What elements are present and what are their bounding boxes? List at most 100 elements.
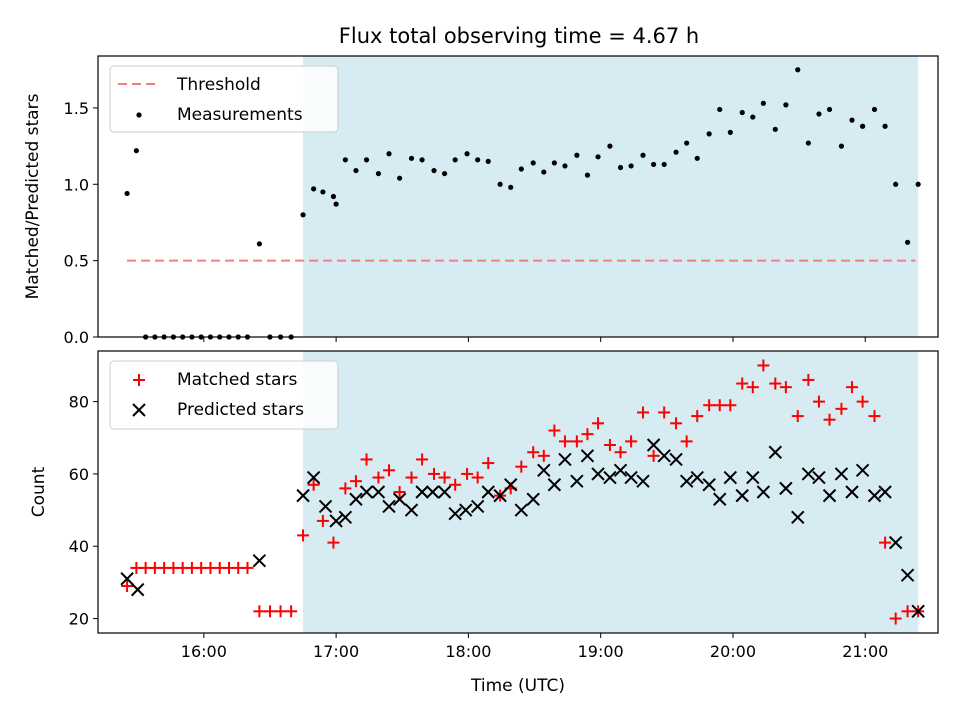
matched-point bbox=[856, 395, 869, 408]
predicted-point bbox=[130, 582, 145, 597]
predicted-point bbox=[679, 474, 694, 488]
predicted-point bbox=[746, 470, 760, 485]
matched-point bbox=[327, 536, 340, 549]
matched-point bbox=[581, 428, 594, 441]
measurement-point bbox=[760, 100, 766, 106]
ratio-y-axis-label: Matched/Predicted stars bbox=[23, 93, 43, 299]
measurement-point bbox=[772, 126, 778, 132]
predicted-point bbox=[306, 470, 321, 485]
matched-point bbox=[779, 381, 792, 394]
predicted-point bbox=[580, 449, 595, 463]
matched-point bbox=[901, 605, 914, 618]
matched-point bbox=[471, 471, 484, 484]
measurement-point bbox=[541, 169, 547, 175]
matched-point bbox=[670, 417, 683, 430]
matched-point bbox=[691, 410, 704, 423]
measurement-point bbox=[363, 157, 370, 163]
measurement-point bbox=[595, 154, 601, 160]
measurement-point bbox=[508, 184, 514, 190]
predicted-point bbox=[822, 488, 837, 503]
predicted-point bbox=[349, 492, 363, 506]
ratio-panel-frame bbox=[97, 55, 939, 338]
predicted-point bbox=[911, 604, 925, 619]
predicted-point bbox=[702, 478, 716, 492]
measurement-point bbox=[882, 123, 888, 129]
predicted-point bbox=[514, 503, 529, 517]
measurement-point bbox=[475, 157, 481, 163]
matched-point bbox=[658, 406, 671, 419]
predicted-point bbox=[845, 485, 859, 499]
matched-point bbox=[274, 605, 287, 618]
measurement-point bbox=[452, 157, 458, 163]
measurement-point bbox=[431, 167, 437, 174]
measurement-point bbox=[320, 189, 326, 195]
matched-point bbox=[515, 460, 528, 473]
predicted-point bbox=[448, 506, 462, 521]
measurement-point bbox=[893, 181, 899, 187]
measurement-point bbox=[419, 157, 425, 163]
measurement-point bbox=[617, 164, 624, 171]
matched-point bbox=[316, 514, 329, 527]
predicted-point bbox=[613, 463, 628, 478]
y-tick-label: 0.0 bbox=[64, 328, 89, 347]
ratio-legend: Threshold Measurements bbox=[109, 65, 339, 133]
predicted-point bbox=[867, 488, 882, 503]
measurement-point bbox=[849, 117, 855, 123]
matched-point bbox=[263, 605, 276, 618]
measurement-point bbox=[485, 158, 491, 164]
measurement-point bbox=[826, 106, 833, 113]
measurement-point bbox=[562, 163, 568, 169]
predicted-point bbox=[371, 485, 386, 499]
measurement-point bbox=[717, 106, 723, 113]
predicted-point bbox=[723, 470, 738, 485]
predicted-point bbox=[756, 485, 771, 499]
matched-point bbox=[461, 467, 474, 480]
matched-point bbox=[713, 399, 726, 412]
measurement-point bbox=[739, 109, 745, 116]
predicted-point bbox=[636, 474, 650, 488]
matched-point bbox=[393, 486, 406, 498]
matched-point bbox=[846, 381, 859, 394]
measurement-point bbox=[795, 67, 801, 73]
predicted-point bbox=[878, 485, 892, 499]
predicted-point bbox=[252, 553, 267, 568]
predicted-point bbox=[812, 470, 826, 485]
y-tick-label: 1.5 bbox=[64, 99, 89, 118]
measurement-point bbox=[353, 167, 359, 174]
predicted-point bbox=[779, 481, 793, 496]
predicted-point bbox=[900, 568, 915, 582]
measurement-point bbox=[386, 151, 392, 157]
observing-window-shade bbox=[303, 56, 919, 337]
x-tick-label: 18:00 bbox=[445, 642, 491, 661]
predicted-point bbox=[425, 485, 440, 499]
predicted-point bbox=[547, 478, 562, 492]
matched-point bbox=[548, 424, 561, 437]
predicted-point bbox=[834, 467, 849, 481]
matched-point bbox=[285, 605, 298, 618]
matched-point bbox=[405, 471, 418, 484]
predicted-point bbox=[470, 499, 485, 514]
predicted-point bbox=[481, 485, 495, 499]
predicted-point bbox=[657, 449, 671, 463]
matched-point bbox=[592, 417, 605, 430]
predicted-point bbox=[459, 503, 473, 517]
matched-point bbox=[527, 446, 540, 459]
measurement-point bbox=[904, 239, 911, 245]
measurement-point bbox=[584, 172, 591, 178]
matched-point bbox=[835, 402, 848, 415]
predicted-point bbox=[713, 492, 727, 506]
matched-point bbox=[253, 605, 266, 618]
predicted-point bbox=[338, 510, 353, 525]
ratio-panel: 0.0 0.5 1.0 1.5 Matched/Predicted stars Thr… bbox=[23, 55, 939, 347]
predicted-point bbox=[318, 499, 333, 514]
predicted-point bbox=[504, 478, 518, 492]
matched-point bbox=[438, 471, 451, 484]
y-tick-label: 40 bbox=[69, 537, 89, 556]
measurement-point bbox=[518, 166, 524, 172]
predicted-point bbox=[558, 452, 572, 467]
legend-matched-label: Matched stars bbox=[177, 370, 297, 390]
count-y-axis-label: Count bbox=[29, 466, 49, 517]
predicted-point bbox=[690, 470, 704, 485]
measurement-point bbox=[650, 161, 657, 168]
